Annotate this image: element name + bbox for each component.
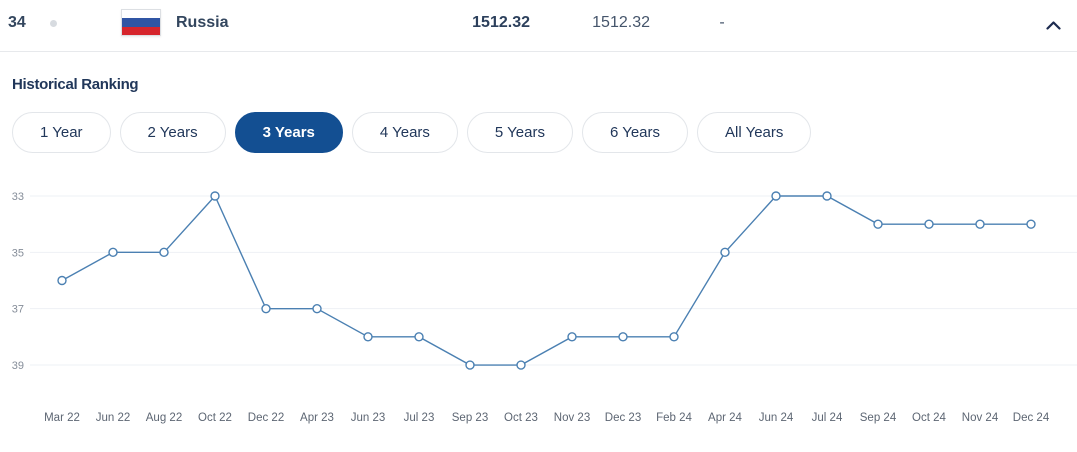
previous-points: 1512.32: [592, 14, 650, 31]
flag-stripe-red: [122, 26, 160, 35]
x-axis-tick-label: Nov 23: [554, 412, 590, 424]
x-axis-tick-label: Mar 22: [44, 412, 80, 424]
data-point[interactable]: [465, 360, 475, 370]
x-axis-tick-label: Dec 23: [605, 412, 641, 424]
data-point[interactable]: [1026, 219, 1036, 229]
data-point[interactable]: [771, 191, 781, 201]
tab-all-years[interactable]: All Years: [697, 112, 812, 153]
data-point[interactable]: [210, 191, 220, 201]
time-range-tabs: 1 Year 2 Years 3 Years 4 Years 5 Years 6…: [12, 112, 812, 153]
x-axis-tick-label: Jun 24: [759, 412, 794, 424]
tab-4-years[interactable]: 4 Years: [351, 112, 458, 153]
tab-2-years[interactable]: 2 Years: [119, 112, 226, 153]
x-axis-tick-label: Oct 23: [504, 412, 538, 424]
country-name: Russia: [176, 14, 229, 31]
data-point[interactable]: [516, 360, 526, 370]
collapse-row-button[interactable]: [1040, 12, 1066, 38]
y-axis-tick-label: 33: [12, 191, 24, 203]
total-points: 1512.32: [472, 14, 530, 31]
data-point[interactable]: [312, 303, 322, 314]
ranking-line: [61, 194, 1031, 366]
chevron-up-icon: [1045, 20, 1061, 30]
russia-flag-icon: [121, 9, 161, 36]
rank-change-value: -: [719, 14, 725, 31]
data-point[interactable]: [363, 332, 373, 342]
x-axis-tick-label: Nov 24: [962, 412, 999, 424]
x-axis-tick-label: Aug 22: [146, 412, 182, 424]
x-axis-tick-label: Sep 24: [860, 412, 897, 424]
x-axis-tick-label: Oct 24: [912, 412, 946, 424]
x-axis-tick-label: Apr 23: [300, 412, 334, 424]
data-point[interactable]: [822, 191, 832, 201]
x-axis-tick-label: Feb 24: [656, 412, 692, 424]
rank-number: 34: [8, 14, 26, 31]
tab-1-year[interactable]: 1 Year: [12, 112, 111, 153]
section-title: Historical Ranking: [12, 76, 139, 93]
country-row[interactable]: 34 Russia 1512.32 1512.32 -: [0, 0, 1077, 52]
x-axis-tick-label: Jul 24: [812, 412, 843, 424]
data-point[interactable]: [975, 219, 985, 229]
data-point[interactable]: [414, 332, 424, 342]
data-point[interactable]: [567, 332, 577, 342]
data-point[interactable]: [618, 332, 628, 342]
tab-5-years[interactable]: 5 Years: [466, 112, 573, 153]
data-point[interactable]: [108, 247, 118, 258]
data-point[interactable]: [57, 275, 67, 286]
data-point[interactable]: [924, 219, 934, 229]
data-point[interactable]: [159, 247, 169, 258]
data-point[interactable]: [261, 303, 271, 314]
tab-3-years[interactable]: 3 Years: [234, 112, 343, 153]
y-axis-tick-label: 35: [12, 247, 24, 259]
y-axis-tick-label: 39: [12, 360, 24, 372]
x-axis-tick-label: Jun 22: [96, 412, 131, 424]
historical-ranking-chart: 33 35 37 39 Mar 22 Jun 22 Aug 22 Oct 22 Dec 22 Ap…: [0, 172, 1077, 452]
rank-change-dot-icon: [50, 20, 57, 27]
x-axis-tick-label: Apr 24: [708, 412, 742, 424]
flag-stripe-white: [122, 10, 160, 19]
data-point[interactable]: [720, 247, 730, 258]
data-point[interactable]: [873, 219, 883, 229]
line-chart: 33 35 37 39 Mar 22 Jun 22 Aug 22 Oct 22 Dec 22 Ap…: [12, 191, 1077, 424]
x-axis-tick-label: Dec 24: [1013, 412, 1050, 424]
x-axis-tick-label: Jul 23: [404, 412, 435, 424]
flag-stripe-blue: [122, 18, 160, 27]
data-point[interactable]: [669, 332, 679, 342]
x-axis-tick-label: Sep 23: [452, 412, 488, 424]
x-axis-tick-label: Oct 22: [198, 412, 232, 424]
x-axis-tick-label: Dec 22: [248, 412, 284, 424]
x-axis-tick-label: Jun 23: [351, 412, 386, 424]
y-axis-tick-label: 37: [12, 304, 24, 316]
tab-6-years[interactable]: 6 Years: [581, 112, 689, 153]
